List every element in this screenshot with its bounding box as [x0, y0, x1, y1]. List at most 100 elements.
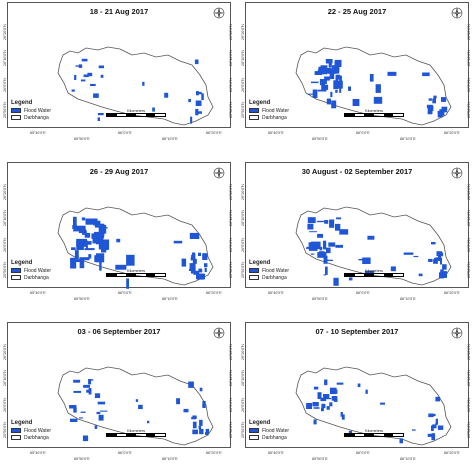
flood-patch	[73, 407, 77, 413]
flood-patch	[82, 435, 89, 442]
latitude-label: 26°0'0"N	[3, 398, 7, 412]
legend-item-district: Darbhanga	[11, 114, 51, 121]
flood-patch	[69, 405, 77, 409]
latitude-label: 26°20'0"N	[467, 24, 471, 40]
flood-patch	[188, 98, 191, 103]
flood-patch	[426, 104, 433, 109]
scale-ticks	[344, 433, 404, 437]
flood-patch	[205, 428, 210, 434]
flood-patch	[99, 410, 108, 412]
flood-patch	[317, 392, 322, 399]
longitude-label: 85°50'0"E	[312, 137, 328, 141]
flood-patch	[100, 74, 104, 78]
scale-bar: Kilometers	[106, 109, 166, 117]
legend-title: Legend	[249, 420, 271, 426]
latitude-label: 26°20'0"N	[467, 184, 471, 200]
flood-patch	[135, 399, 139, 402]
flood-patch	[98, 414, 104, 421]
north-arrow-icon	[212, 6, 226, 20]
flood-patch	[97, 401, 106, 405]
flood-patch	[92, 233, 101, 244]
legend-label: Darbhanga	[262, 434, 287, 441]
panel-title: 26 - 29 Aug 2017	[89, 167, 149, 176]
flood-patch	[313, 386, 319, 390]
map-frame: 26 - 29 Aug 2017 Legend Flood Water Darbhan…	[7, 162, 231, 289]
scale-ticks	[106, 113, 166, 117]
flood-patch	[413, 255, 419, 258]
flood-patch	[433, 95, 437, 99]
map-legend: Legend Flood Water Darbhanga	[249, 100, 289, 121]
flood-patch	[437, 425, 444, 430]
flood-patch	[437, 254, 442, 259]
scale-segment	[364, 274, 375, 276]
flood-patch	[335, 74, 341, 80]
longitude-label: 85°40'0"E	[268, 131, 284, 135]
longitude-label: 86°20'0"E	[444, 291, 460, 295]
scale-label: Kilometers	[365, 429, 383, 433]
flood-patch	[90, 83, 96, 86]
flood-patch	[348, 430, 353, 435]
flood-patch	[173, 240, 183, 244]
flood-patch	[412, 429, 416, 431]
latitude-label: 26°20'0"N	[467, 344, 471, 360]
flood-patch	[352, 99, 360, 106]
latitude-label: 26°10'0"N	[241, 370, 245, 386]
panel-title: 30 August - 02 September 2017	[301, 167, 413, 176]
flood-patch	[74, 250, 79, 260]
scale-segment	[355, 114, 365, 116]
map-panel: 30 August - 02 September 2017 Legend Flood…	[240, 160, 472, 310]
flood-patch	[199, 419, 203, 426]
scale-label: Kilometers	[127, 109, 145, 113]
flood-patch	[164, 92, 169, 98]
map-frame: 18 - 21 Aug 2017 Legend Flood Water Darbhan…	[7, 2, 231, 128]
flood-patch	[196, 91, 199, 96]
flood-patch	[329, 219, 335, 228]
panel-title: 18 - 21 Aug 2017	[89, 7, 149, 16]
scale-segment	[117, 434, 127, 436]
map-canvas	[57, 206, 214, 289]
flood-patch	[79, 417, 84, 419]
flood-patch	[313, 407, 320, 409]
flood-patch	[440, 257, 442, 265]
legend-label: Flood Water	[24, 427, 52, 434]
longitude-label: 86°10'0"E	[400, 457, 416, 461]
flood-patch	[84, 232, 91, 238]
flood-patch	[98, 239, 110, 250]
flood-patch	[98, 65, 104, 69]
flood-patch	[441, 97, 447, 102]
longitude-label: 86°0'0"E	[356, 291, 370, 295]
flood-patch	[87, 72, 93, 77]
flood-patch	[313, 419, 317, 425]
flood-patch	[442, 264, 447, 270]
map-legend: Legend Flood Water Darbhanga	[249, 420, 289, 441]
scale-bar: Kilometers	[106, 429, 166, 437]
latitude-label: 25°50'0"N	[229, 422, 233, 438]
scale-segment	[117, 274, 127, 276]
flood-patch	[152, 107, 155, 112]
flood-patch	[189, 232, 200, 239]
longitude-label: 85°50'0"E	[312, 297, 328, 301]
flood-patch	[88, 379, 92, 385]
longitude-label: 86°0'0"E	[118, 451, 132, 455]
scale-segment	[136, 114, 146, 116]
flood-patch	[324, 220, 329, 224]
longitude-label: 86°20'0"E	[206, 131, 222, 135]
longitude-label: 86°20'0"E	[206, 291, 222, 295]
flood-patch	[418, 273, 423, 277]
latitude-label: 26°0'0"N	[467, 78, 471, 92]
flood-patch	[324, 77, 327, 84]
scale-label: Kilometers	[365, 109, 383, 113]
map-canvas	[295, 206, 452, 286]
flood-patch	[380, 402, 385, 405]
longitude-label: 86°0'0"E	[118, 291, 132, 295]
map-frame: 22 - 25 Aug 2017 Legend Flood Water Darbhan…	[245, 2, 469, 128]
flood-patch	[192, 258, 197, 264]
scale-segment	[383, 434, 394, 436]
flood-patch	[323, 274, 326, 276]
flood-patch	[325, 59, 333, 64]
legend-label: Darbhanga	[24, 274, 49, 281]
flood-patch	[331, 396, 338, 401]
latitude-label: 26°20'0"N	[3, 24, 7, 40]
flood-patch	[70, 418, 78, 422]
legend-item-flood: Flood Water	[249, 107, 289, 114]
